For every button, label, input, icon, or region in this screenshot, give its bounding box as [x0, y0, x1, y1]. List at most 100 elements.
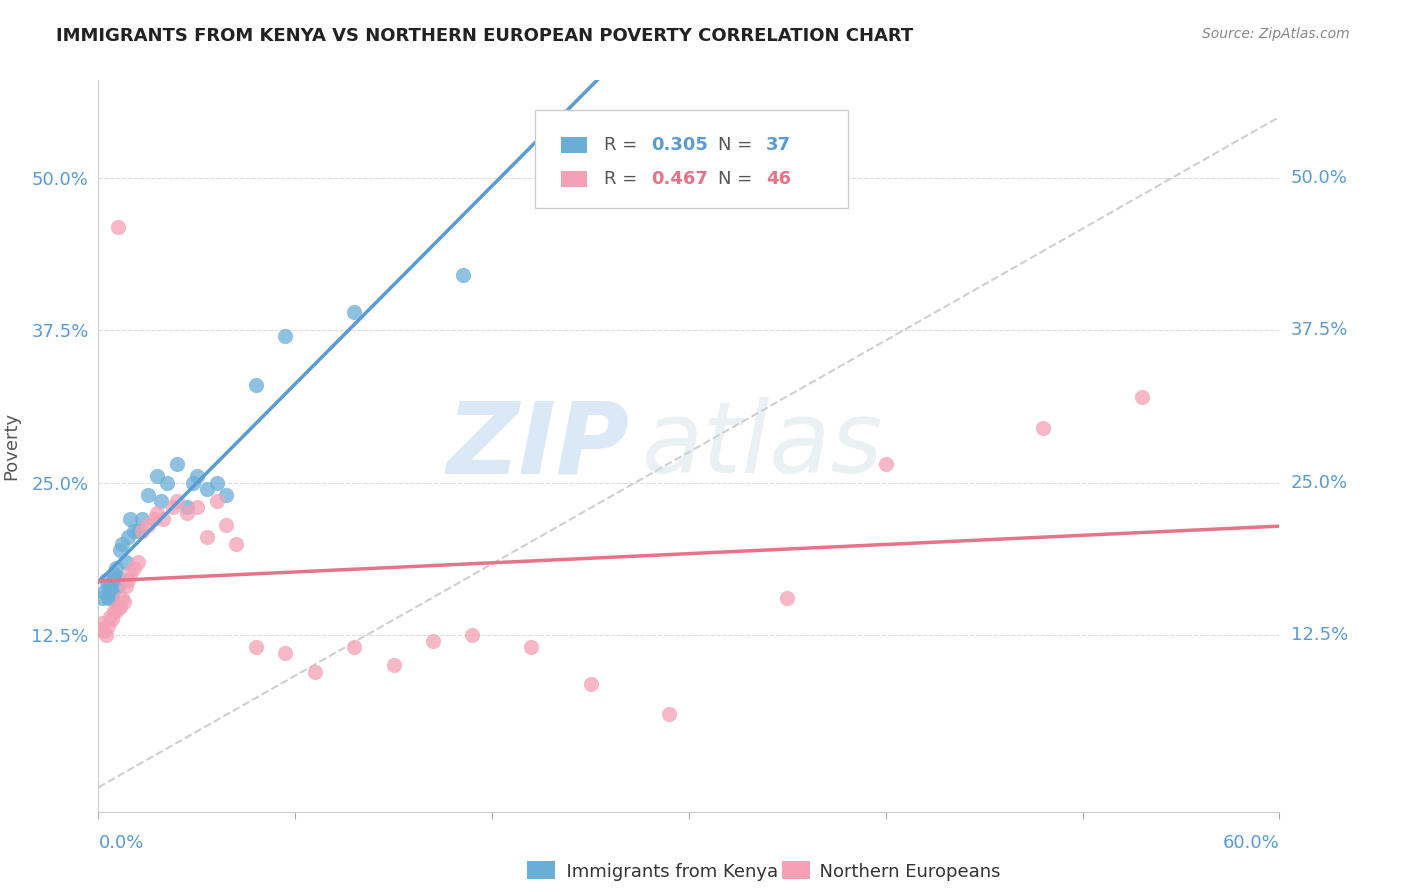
Point — [274, 646, 297, 660]
Point — [89, 622, 111, 636]
Point — [181, 475, 204, 490]
FancyBboxPatch shape — [536, 110, 848, 209]
Text: 25.0%: 25.0% — [1291, 474, 1348, 491]
Point — [96, 628, 118, 642]
Point — [579, 676, 602, 690]
Point — [108, 542, 131, 557]
Point — [186, 500, 208, 514]
Point — [115, 555, 138, 569]
Point — [146, 506, 169, 520]
Point — [422, 634, 444, 648]
Y-axis label: Poverty: Poverty — [3, 412, 20, 480]
Text: R =: R = — [605, 136, 643, 153]
Point — [127, 524, 149, 539]
Point — [274, 329, 297, 343]
Point — [150, 494, 173, 508]
Text: IMMIGRANTS FROM KENYA VS NORTHERN EUROPEAN POVERTY CORRELATION CHART: IMMIGRANTS FROM KENYA VS NORTHERN EUROPE… — [56, 27, 914, 45]
Point — [658, 707, 681, 722]
Text: ZIP: ZIP — [447, 398, 630, 494]
Point — [117, 530, 139, 544]
Point — [195, 482, 218, 496]
Point — [93, 624, 115, 639]
Point — [118, 567, 141, 582]
Point — [107, 571, 129, 585]
Point — [195, 530, 218, 544]
Point — [105, 603, 128, 617]
Point — [131, 524, 153, 539]
Text: Northern Europeans: Northern Europeans — [808, 863, 1001, 881]
Point — [166, 457, 188, 471]
Point — [451, 268, 474, 283]
Point — [97, 619, 120, 633]
FancyBboxPatch shape — [782, 861, 810, 879]
Text: Source: ZipAtlas.com: Source: ZipAtlas.com — [1202, 27, 1350, 41]
Point — [166, 494, 188, 508]
Text: 0.0%: 0.0% — [98, 834, 143, 852]
Text: 46: 46 — [766, 170, 790, 188]
Text: Immigrants from Kenya: Immigrants from Kenya — [555, 863, 779, 881]
FancyBboxPatch shape — [561, 136, 588, 153]
Point — [107, 219, 129, 234]
Point — [98, 609, 121, 624]
Point — [103, 603, 125, 617]
FancyBboxPatch shape — [527, 861, 555, 879]
Point — [382, 658, 405, 673]
Point — [343, 640, 366, 655]
Point — [215, 518, 238, 533]
Point — [205, 494, 228, 508]
Point — [245, 378, 267, 392]
Text: atlas: atlas — [641, 398, 883, 494]
Point — [122, 561, 145, 575]
Point — [875, 457, 897, 471]
Point — [98, 588, 121, 602]
Point — [136, 488, 159, 502]
Point — [93, 585, 115, 599]
Point — [103, 567, 125, 582]
Text: 37: 37 — [766, 136, 790, 153]
Point — [117, 573, 139, 587]
Point — [101, 585, 124, 599]
FancyBboxPatch shape — [561, 171, 588, 187]
Point — [107, 579, 129, 593]
Point — [1130, 390, 1153, 404]
Point — [111, 536, 134, 550]
Text: 37.5%: 37.5% — [1291, 321, 1348, 339]
Point — [304, 665, 326, 679]
Text: 50.0%: 50.0% — [1291, 169, 1347, 186]
Text: N =: N = — [718, 170, 758, 188]
Point — [122, 524, 145, 539]
Point — [108, 599, 131, 614]
Text: 0.467: 0.467 — [651, 170, 709, 188]
Text: N =: N = — [718, 136, 758, 153]
Text: 12.5%: 12.5% — [1291, 626, 1348, 644]
Point — [520, 640, 543, 655]
Point — [162, 500, 184, 514]
Point — [343, 305, 366, 319]
Point — [245, 640, 267, 655]
Point — [205, 475, 228, 490]
Point — [127, 555, 149, 569]
Point — [96, 573, 118, 587]
Point — [215, 488, 238, 502]
Point — [136, 518, 159, 533]
Point — [101, 591, 124, 606]
Point — [156, 475, 179, 490]
Point — [461, 628, 484, 642]
Point — [101, 612, 124, 626]
Point — [107, 599, 129, 614]
Point — [115, 579, 138, 593]
Point — [98, 582, 121, 597]
Point — [176, 500, 198, 514]
Text: 0.305: 0.305 — [651, 136, 709, 153]
Point — [225, 536, 247, 550]
Point — [776, 591, 799, 606]
Text: 60.0%: 60.0% — [1223, 834, 1279, 852]
Point — [152, 512, 174, 526]
Point — [1032, 421, 1054, 435]
Point — [146, 469, 169, 483]
Point — [176, 506, 198, 520]
Point — [142, 512, 165, 526]
Point — [186, 469, 208, 483]
Point — [103, 573, 125, 587]
Point — [131, 512, 153, 526]
